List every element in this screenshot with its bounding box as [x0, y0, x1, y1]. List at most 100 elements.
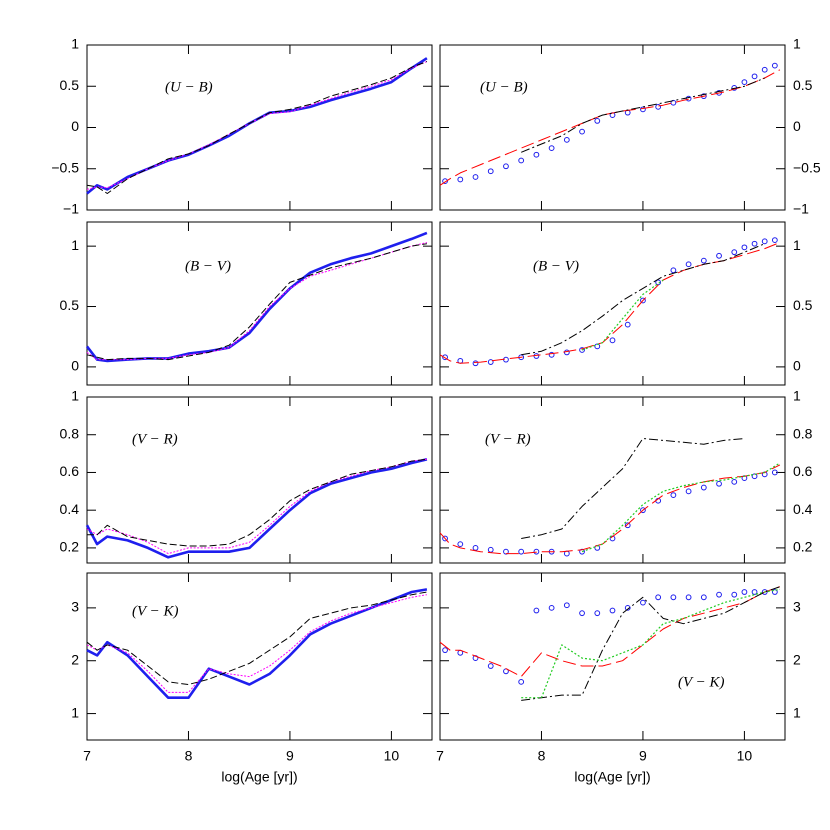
x-tick-label: 7 — [83, 748, 91, 764]
panel-annotation: (V − K) — [132, 603, 179, 619]
x-tick-label: 9 — [639, 748, 647, 764]
data-point — [518, 157, 525, 164]
data-point — [731, 249, 738, 256]
y-tick-label: 0 — [793, 358, 801, 374]
y-tick-label: 1 — [71, 237, 79, 253]
data-point — [442, 535, 448, 542]
y-tick-label: 0 — [793, 118, 801, 134]
series-line — [85, 458, 428, 559]
panel-frame — [439, 221, 786, 386]
series-line — [86, 243, 427, 361]
panel-frame — [86, 572, 433, 741]
data-point — [685, 95, 692, 102]
series-line — [521, 77, 765, 153]
data-point — [442, 647, 448, 654]
series-line — [85, 231, 428, 363]
data-point — [533, 607, 540, 614]
data-point — [594, 610, 601, 617]
series-line — [86, 57, 428, 195]
data-point — [548, 145, 555, 152]
data-point — [741, 589, 748, 595]
y-tick-label: 0.2 — [60, 539, 80, 555]
data-point — [579, 347, 585, 353]
y-tick-label: 2 — [71, 651, 79, 667]
x-axis-label: log(Age [yr]) — [574, 769, 650, 785]
data-point — [533, 548, 540, 555]
series-line — [86, 61, 428, 190]
series-line — [581, 462, 781, 553]
panel-annotation: (V − K) — [678, 674, 725, 690]
x-tick-label: 10 — [384, 748, 400, 764]
x-tick-label: 8 — [538, 748, 546, 764]
data-point — [609, 607, 616, 614]
y-tick-label: 0.5 — [793, 77, 813, 93]
series-line — [86, 591, 427, 685]
data-point — [670, 594, 677, 601]
y-tick-label: −0.5 — [51, 159, 79, 175]
panel-annotation: (B − V) — [185, 258, 231, 274]
data-point — [442, 354, 448, 361]
data-point — [771, 237, 778, 244]
panel-frame — [86, 221, 433, 386]
panel-frame — [439, 44, 786, 211]
y-tick-label: 1 — [793, 36, 801, 52]
y-tick-label: 0.6 — [60, 463, 80, 479]
data-point — [624, 321, 631, 328]
y-tick-label: 0.6 — [793, 463, 813, 479]
x-axis-label: log(Age [yr]) — [221, 769, 297, 785]
data-point — [609, 337, 616, 344]
data-point — [700, 594, 707, 601]
x-tick-label: 9 — [286, 748, 294, 764]
series-line — [86, 594, 427, 693]
data-point — [533, 151, 540, 158]
y-tick-label: 3 — [71, 599, 79, 615]
y-tick-label: 0.8 — [60, 425, 80, 441]
y-tick-label: 0.5 — [60, 297, 80, 313]
data-point — [548, 351, 555, 358]
series-line — [521, 243, 765, 356]
data-point — [741, 244, 748, 251]
data-point — [548, 604, 555, 611]
data-point — [563, 602, 570, 609]
data-point — [771, 589, 778, 595]
y-tick-label: 1 — [793, 388, 801, 404]
data-point — [741, 79, 748, 86]
data-point — [771, 62, 778, 69]
series-line — [521, 438, 745, 539]
y-tick-label: 0.4 — [793, 501, 813, 517]
data-point — [751, 73, 758, 80]
series-line — [86, 242, 428, 361]
data-point — [731, 478, 738, 485]
data-point — [685, 261, 692, 268]
series-line — [87, 458, 427, 547]
y-tick-label: 0.4 — [60, 501, 80, 517]
panel-annotation: (U − B) — [480, 79, 528, 95]
y-tick-label: 0.8 — [793, 425, 813, 441]
series-line — [521, 588, 781, 699]
data-point — [487, 663, 494, 669]
data-point — [472, 174, 479, 180]
data-point — [685, 488, 692, 495]
y-tick-label: 1 — [71, 704, 79, 720]
series-line — [581, 279, 664, 351]
data-point — [640, 599, 646, 606]
panel-frame — [439, 572, 786, 741]
y-tick-label: 1 — [793, 704, 801, 720]
panel-annotation: (V − R) — [132, 431, 178, 447]
data-point — [751, 589, 758, 595]
data-point — [716, 591, 722, 598]
data-point — [594, 118, 601, 124]
panel-frame — [86, 396, 433, 564]
data-point — [579, 128, 585, 135]
data-point — [563, 136, 570, 143]
series-line — [439, 242, 781, 364]
data-point — [761, 589, 768, 595]
data-point — [670, 492, 677, 498]
y-tick-label: 0.2 — [793, 539, 813, 555]
data-point — [579, 610, 585, 617]
x-tick-label: 10 — [737, 748, 753, 764]
series-line — [86, 61, 428, 194]
data-point — [716, 480, 722, 487]
y-tick-label: 3 — [793, 599, 801, 615]
